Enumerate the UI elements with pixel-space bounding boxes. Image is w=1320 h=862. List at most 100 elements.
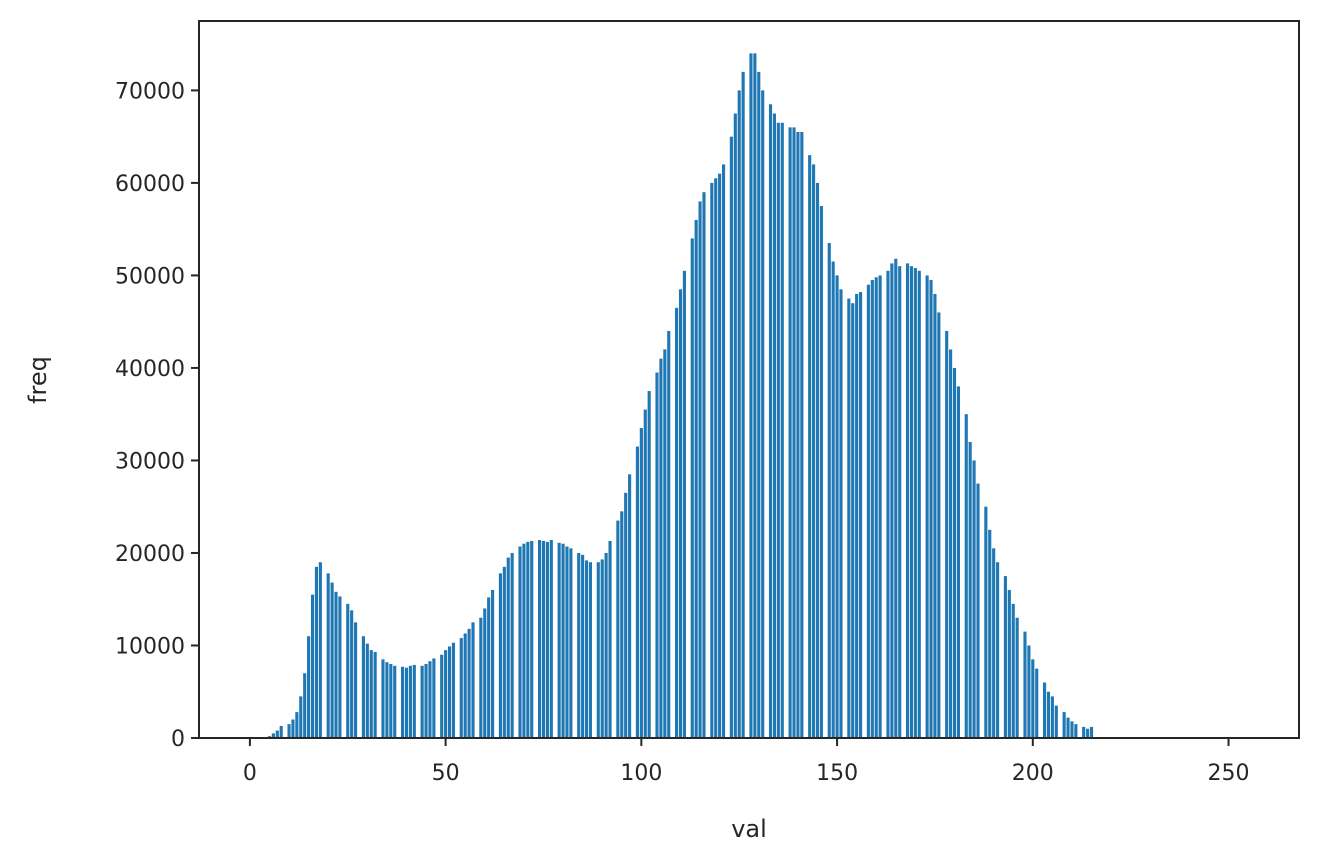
bar (549, 540, 553, 738)
x-axis-label: val (731, 815, 767, 843)
bar (917, 270, 921, 738)
bar (949, 349, 953, 738)
y-tick-label: 20000 (115, 542, 185, 567)
bar (502, 566, 506, 738)
bar (733, 113, 737, 738)
bar (984, 506, 988, 738)
bar (600, 559, 604, 738)
x-tick-label: 50 (432, 761, 460, 786)
x-tick-label: 100 (620, 761, 662, 786)
bar (561, 543, 565, 738)
bar (968, 441, 972, 738)
bar (569, 548, 573, 738)
x-tick-label: 150 (816, 761, 858, 786)
bar (314, 566, 318, 738)
bar (318, 562, 322, 738)
bar (831, 261, 835, 738)
bar (1015, 617, 1019, 738)
bar (565, 546, 569, 738)
bar (432, 658, 436, 738)
bar (768, 104, 773, 738)
bar (1042, 682, 1047, 738)
bar (385, 662, 389, 738)
bar (1066, 717, 1070, 738)
bar (299, 696, 303, 738)
bar (518, 546, 522, 738)
bar (819, 206, 823, 738)
bar (393, 665, 397, 738)
bar (1082, 726, 1086, 738)
bar (361, 636, 365, 738)
y-tick-label: 40000 (115, 357, 185, 382)
y-tick-label: 50000 (115, 264, 185, 289)
bar (440, 654, 444, 738)
bar (584, 560, 589, 738)
bar (483, 608, 487, 738)
bar (604, 552, 608, 738)
bar (905, 263, 910, 738)
bar (847, 298, 851, 738)
y-axis-label: freq (24, 356, 52, 404)
bar (866, 284, 870, 738)
bar (275, 730, 279, 738)
bar (463, 633, 467, 738)
bar (310, 594, 315, 738)
bar (491, 589, 495, 738)
bar (1062, 712, 1066, 738)
bar (874, 277, 878, 738)
bar (538, 540, 542, 738)
bar (753, 53, 757, 738)
bar (741, 71, 745, 738)
bar (338, 596, 342, 738)
bar (737, 90, 741, 738)
bar (1054, 705, 1058, 738)
bar (870, 280, 874, 738)
bar (447, 646, 452, 738)
bar (279, 725, 283, 738)
bar (796, 132, 800, 738)
bar (827, 243, 831, 739)
bar (682, 270, 686, 738)
bar (1046, 691, 1051, 738)
bar (334, 591, 338, 738)
bar (346, 603, 350, 738)
bar (808, 155, 812, 738)
bar (287, 724, 291, 738)
bar (964, 414, 968, 738)
bar (1027, 645, 1031, 738)
bar (878, 275, 882, 738)
bar (1050, 696, 1054, 738)
bar (937, 312, 941, 738)
bar (647, 391, 651, 738)
bar (545, 541, 549, 738)
x-tick-label: 250 (1208, 761, 1250, 786)
bar (815, 182, 820, 738)
bar (639, 428, 643, 738)
bar (812, 164, 816, 738)
bar (859, 292, 863, 738)
bar (522, 543, 526, 738)
y-tick-label: 30000 (115, 449, 185, 474)
bar (894, 258, 898, 738)
bar (1023, 631, 1027, 738)
bar (608, 540, 612, 738)
bar (530, 540, 534, 738)
bar (467, 628, 471, 738)
bar (913, 268, 917, 738)
bar (988, 529, 992, 738)
bar (510, 552, 514, 738)
bar (886, 270, 890, 738)
bar (800, 132, 804, 738)
bar (749, 53, 753, 738)
bar (659, 358, 663, 738)
x-tick-label: 0 (243, 761, 257, 786)
bar (291, 719, 295, 738)
bar (710, 182, 714, 738)
bar (643, 409, 647, 738)
bar (729, 136, 733, 738)
bar (408, 665, 412, 738)
bar (303, 673, 307, 738)
bar (459, 638, 463, 738)
bar (369, 650, 373, 738)
